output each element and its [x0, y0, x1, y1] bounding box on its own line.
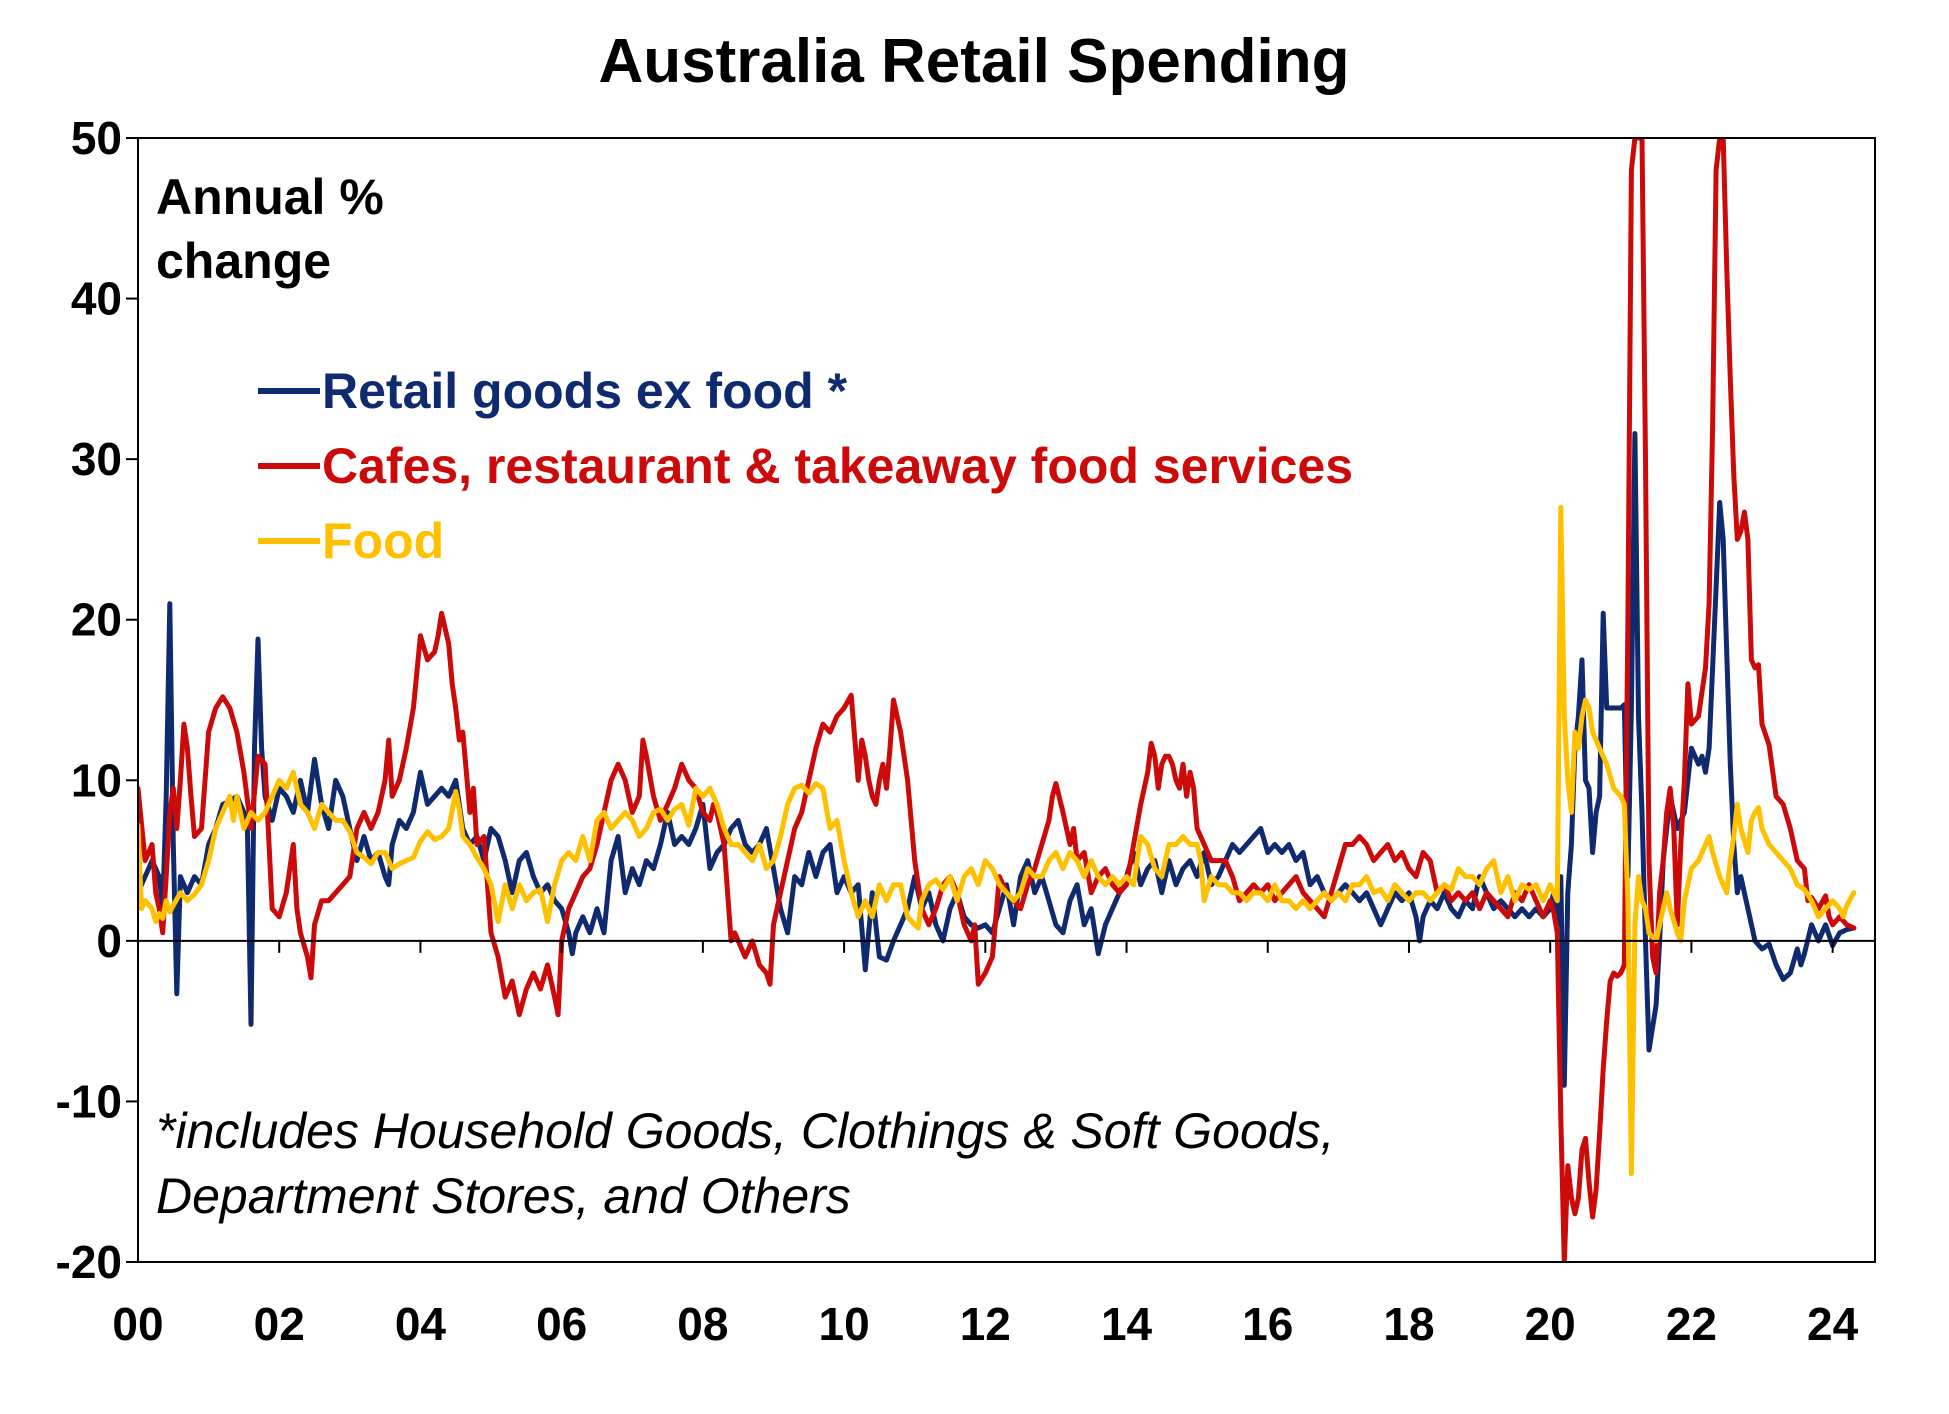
y-axis-label-line-2: change	[156, 233, 331, 289]
x-tick-label: 10	[819, 1298, 870, 1350]
x-axis-ticks	[137, 940, 1834, 953]
y-tick-label: 40	[71, 273, 122, 325]
legend-label-cafes-restaurants: Cafes, restaurant & takeaway food servic…	[322, 438, 1353, 494]
x-tick-label: 16	[1242, 1298, 1293, 1350]
legend-label-food: Food	[322, 513, 444, 569]
legend: Retail goods ex food * Cafes, restaurant…	[258, 363, 1353, 569]
x-tick-label: 20	[1525, 1298, 1576, 1350]
series-layer	[138, 138, 1857, 1262]
legend-label-retail-goods: Retail goods ex food *	[322, 363, 848, 419]
x-tick-label: 22	[1666, 1298, 1717, 1350]
y-axis-tick-labels: 50 40 30 20 10 0 -10 -20	[56, 112, 122, 1288]
x-tick-label: 02	[254, 1298, 305, 1350]
x-tick-label: 18	[1383, 1298, 1434, 1350]
series-line-cafes-restaurants	[138, 138, 1857, 1262]
y-tick-label: 20	[71, 594, 122, 646]
y-tick-label: -10	[56, 1075, 122, 1127]
footnote-line-2: Department Stores, and Others	[156, 1168, 851, 1224]
x-tick-label: 04	[395, 1298, 447, 1350]
x-tick-label: 24	[1807, 1298, 1859, 1350]
series-line-food	[138, 504, 1857, 1177]
x-tick-label: 06	[536, 1298, 587, 1350]
y-axis-ticks	[126, 137, 138, 1263]
x-tick-label: 00	[112, 1298, 163, 1350]
y-tick-label: 10	[71, 754, 122, 806]
plot-frame	[137, 137, 1876, 1263]
y-tick-label: -20	[56, 1236, 122, 1288]
x-axis-tick-labels: 00 02 04 06 08 10 12 14 16 18 20 22 24	[112, 1298, 1858, 1350]
x-tick-label: 08	[677, 1298, 728, 1350]
y-tick-label: 0	[96, 915, 122, 967]
y-tick-label: 30	[71, 433, 122, 485]
x-tick-label: 12	[960, 1298, 1011, 1350]
footnote-line-1: *includes Household Goods, Clothings & S…	[156, 1103, 1334, 1159]
x-tick-label: 14	[1101, 1298, 1153, 1350]
y-axis-label-line-1: Annual %	[156, 169, 384, 225]
y-tick-label: 50	[71, 112, 122, 164]
chart-title: Australia Retail Spending	[598, 27, 1349, 96]
